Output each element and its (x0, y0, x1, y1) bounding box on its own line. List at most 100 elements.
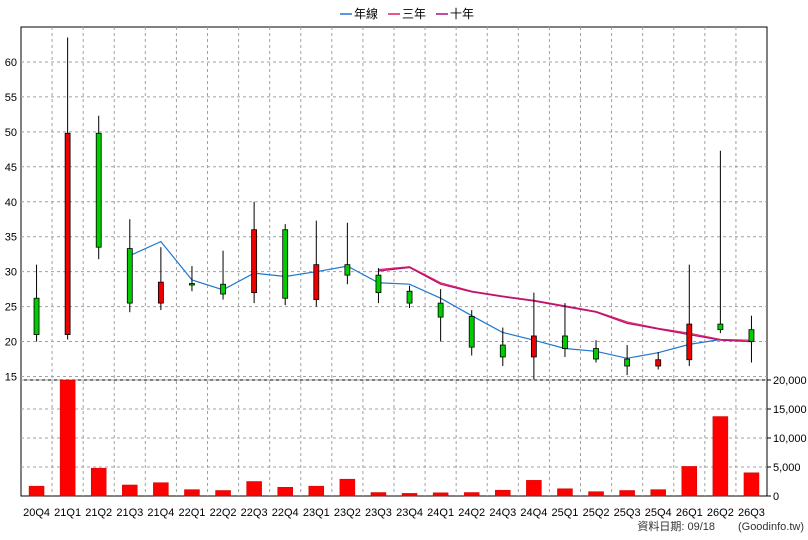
volume-bar (184, 489, 200, 497)
x-tick-label: 21Q3 (116, 507, 143, 519)
price-tick-label: 15 (5, 372, 17, 384)
x-tick-label: 23Q1 (303, 507, 330, 519)
candle (282, 224, 289, 306)
candle-body (437, 302, 444, 318)
volume-bar (215, 490, 231, 497)
volume-bar (588, 491, 604, 497)
volume-bar (122, 484, 138, 497)
x-tick-label: 20Q4 (23, 507, 50, 519)
price-tick-label: 60 (5, 57, 17, 69)
candle-body (499, 344, 506, 358)
candle (562, 303, 568, 357)
legend-item: 十年 (436, 7, 474, 21)
volume-bar (463, 492, 480, 497)
volume-bar (339, 478, 356, 497)
candle (95, 115, 102, 260)
x-tick-label: 22Q4 (272, 507, 299, 519)
source-label: (Goodinfo.tw) (738, 521, 804, 533)
candle-body (593, 348, 599, 360)
candle (313, 220, 320, 307)
volume-bar (712, 416, 729, 497)
data-date-label: 資料日期: 09/18 (637, 519, 715, 533)
volume-bar (59, 379, 76, 497)
x-tick-label: 24Q4 (520, 507, 547, 519)
candle (220, 250, 226, 300)
volume-tick-label: 15,000 (773, 404, 807, 416)
volume-bar (650, 489, 666, 497)
volume-bar (90, 467, 107, 497)
x-tick-label: 23Q2 (334, 507, 361, 519)
candle (624, 345, 631, 376)
candle-body (189, 283, 195, 286)
x-tick-label: 22Q2 (210, 507, 237, 519)
price-tick-label: 30 (5, 267, 17, 279)
ma-line (129, 240, 721, 359)
candle-body (375, 274, 382, 294)
legend-label: 三年 (402, 7, 426, 21)
candle (717, 150, 724, 334)
candle-body (344, 264, 351, 276)
legend: 年線 三年 十年 (340, 6, 474, 21)
candle-body (220, 283, 226, 295)
volume-bar (246, 481, 262, 497)
x-axis: 20Q4 21Q1 21Q2 21Q3 21Q4 22Q1 22Q2 22Q3 22Q4 23Q1… (23, 507, 765, 519)
volume-bar (681, 466, 698, 497)
candle-body (33, 297, 40, 335)
volume-bar (308, 485, 325, 497)
candle-body (95, 132, 102, 248)
candle-body (313, 264, 320, 301)
x-tick-label: 22Q3 (241, 507, 268, 519)
price-tick-label: 50 (5, 127, 17, 139)
price-tick-label: 40 (5, 197, 17, 209)
volume-bar (526, 480, 542, 497)
candle (33, 264, 40, 342)
x-tick-label: 23Q3 (365, 507, 392, 519)
volume-bar (401, 493, 418, 497)
volume-bar (28, 485, 45, 497)
candle (655, 352, 662, 370)
legend-item: 三年 (388, 7, 426, 21)
volume-tick-label: 20,000 (773, 375, 807, 387)
candle-body (406, 290, 413, 304)
price-panel: 15 20 25 30 35 40 45 50 55 60 (5, 26, 768, 497)
price-tick-label: 45 (5, 162, 17, 174)
candle-body (126, 248, 133, 304)
x-tick-label: 24Q1 (427, 507, 454, 519)
candle (126, 219, 133, 313)
volume-bar (619, 490, 635, 497)
x-tick-label: 25Q1 (551, 507, 578, 519)
volume-bar (370, 492, 387, 497)
candle (375, 268, 382, 304)
candle (251, 201, 258, 304)
candle-body (717, 323, 724, 331)
candle-body (655, 359, 662, 367)
candle-body (748, 329, 755, 342)
x-tick-label: 22Q1 (178, 507, 205, 519)
candle (499, 327, 506, 367)
legend-label: 十年 (450, 7, 474, 21)
volume-bar (153, 482, 169, 497)
candle (189, 266, 195, 292)
x-tick-label: 21Q4 (147, 507, 174, 519)
volume-bar (557, 488, 573, 497)
price-tick-label: 25 (5, 302, 17, 314)
candle (64, 37, 71, 340)
x-tick-label: 24Q3 (489, 507, 516, 519)
candle (748, 315, 755, 363)
volume-tick-label: 10,000 (773, 433, 807, 445)
candle-body (282, 229, 289, 299)
volume-tick-label: 5,000 (773, 462, 801, 474)
x-tick-label: 25Q4 (645, 507, 672, 519)
x-tick-label: 26Q3 (738, 507, 765, 519)
x-tick-label: 23Q4 (396, 507, 423, 519)
candle (406, 285, 413, 309)
volume-tick-label: 0 (773, 491, 779, 503)
candle-body (64, 132, 71, 335)
x-tick-label: 24Q2 (458, 507, 485, 519)
x-tick-label: 21Q2 (85, 507, 112, 519)
legend-label: 年線 (354, 6, 378, 21)
x-tick-label: 25Q3 (614, 507, 641, 519)
candle-body (251, 229, 258, 294)
price-tick-label: 35 (5, 232, 17, 244)
